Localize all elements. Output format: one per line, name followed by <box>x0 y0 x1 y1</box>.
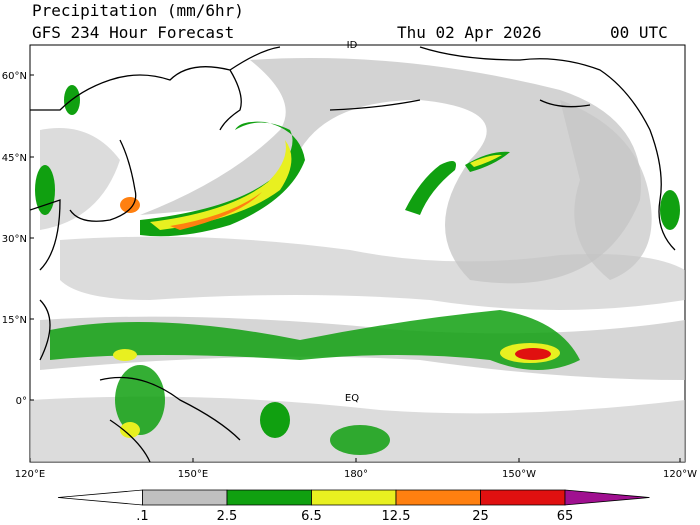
lat-labels: 60°N 45°N 30°N 15°N 0° <box>2 71 34 407</box>
coastlines <box>30 46 676 462</box>
colorbar-label: 65 <box>557 509 574 524</box>
colorbar-segment <box>226 489 312 506</box>
lat-label: 15°N <box>2 315 27 326</box>
lat-label: 0° <box>16 396 27 407</box>
colorbar-segment <box>311 489 397 506</box>
equator-marker: EQ <box>345 393 359 404</box>
colorbar-label: 12.5 <box>382 509 411 524</box>
dateline-marker: ID <box>347 40 358 51</box>
lon-label: 120°E <box>15 469 45 480</box>
lon-label: 150°E <box>178 469 208 480</box>
colorbar-label: 25 <box>472 509 489 524</box>
map: 60°N45°N30°N15°N0° 120°E 150°E 180° 150°W 12… <box>2 40 697 480</box>
lat-label: 30°N <box>2 234 27 245</box>
time: 00 UTC <box>610 23 668 42</box>
colorbar-segment <box>564 489 650 506</box>
precipitation <box>30 46 685 462</box>
lon-label: 120°W <box>663 469 697 480</box>
moderate-precip <box>35 85 680 455</box>
colorbar: .1 2.5 6.5 12.5 25 65 <box>57 489 650 524</box>
lon-label: 180° <box>344 469 368 480</box>
date: Thu 02 Apr 2026 <box>397 23 542 42</box>
colorbar-label: 2.5 <box>217 509 238 524</box>
lon-labels: 120°E 150°E 180° 150°W 120°W <box>15 458 697 480</box>
colorbar-segment <box>480 489 566 506</box>
lon-label: 150°W <box>502 469 536 480</box>
colorbar-segment <box>142 489 228 506</box>
colorbar-segment <box>395 489 481 506</box>
colorbar-label: 6.5 <box>301 509 322 524</box>
title: Precipitation (mm/6hr) <box>32 1 244 20</box>
colorbar-label: .1 <box>136 509 148 524</box>
light-precip <box>30 58 685 462</box>
lat-label: 60°N <box>2 71 27 82</box>
lat-label: 45°N <box>2 153 27 164</box>
colorbar-segment <box>57 489 143 506</box>
subtitle: GFS 234 Hour Forecast <box>32 23 234 42</box>
